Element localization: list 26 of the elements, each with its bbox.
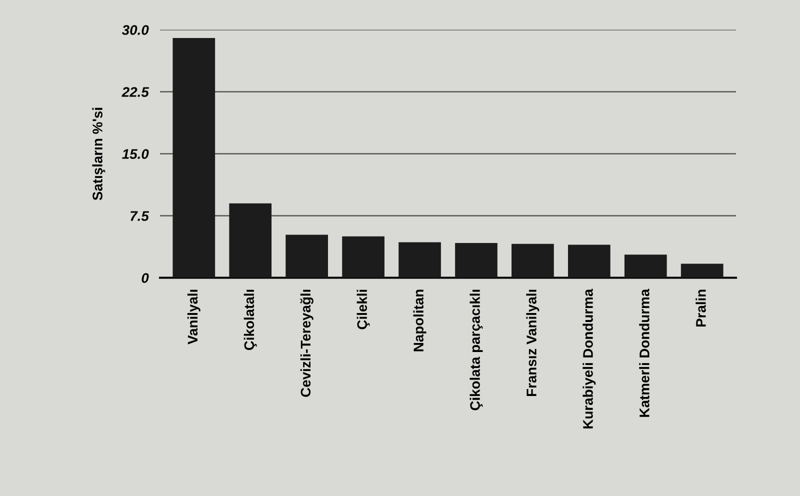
y-tick-label: 7.5 [130,211,150,221]
x-tick-label: Çilekli [356,290,370,330]
bar [680,264,724,278]
bar [398,242,441,278]
bar [512,244,554,278]
y-axis-title: Satışların %'si [92,108,106,200]
x-tick-label: Kurabiyeli Dondurma [582,288,596,428]
bar [342,236,384,278]
x-tick-label: Katmerli Dondurma [639,288,650,417]
x-tick-label: Çikolata parçacıklı [470,290,483,410]
bar [229,203,272,278]
bar [286,234,328,278]
y-tick-label: 22.5 [122,87,150,97]
x-tick-label: Cevizli-Tereyağlı [300,290,314,397]
bar [172,38,216,278]
y-tick-label: 30.0 [122,25,149,35]
bar [624,254,667,278]
y-tick-label: 0 [142,273,149,283]
x-tick-label: Pralin [696,290,706,327]
x-tick-label: Fransız Vanilyalı [526,290,540,396]
x-tick-label: Napolitan [413,290,426,352]
y-tick-label: 15.0 [122,149,149,159]
bar [568,244,610,278]
x-tick-label: Çikolatalı [244,290,257,350]
bar [455,243,498,278]
x-tick-label: Vanilyalı [187,290,200,344]
